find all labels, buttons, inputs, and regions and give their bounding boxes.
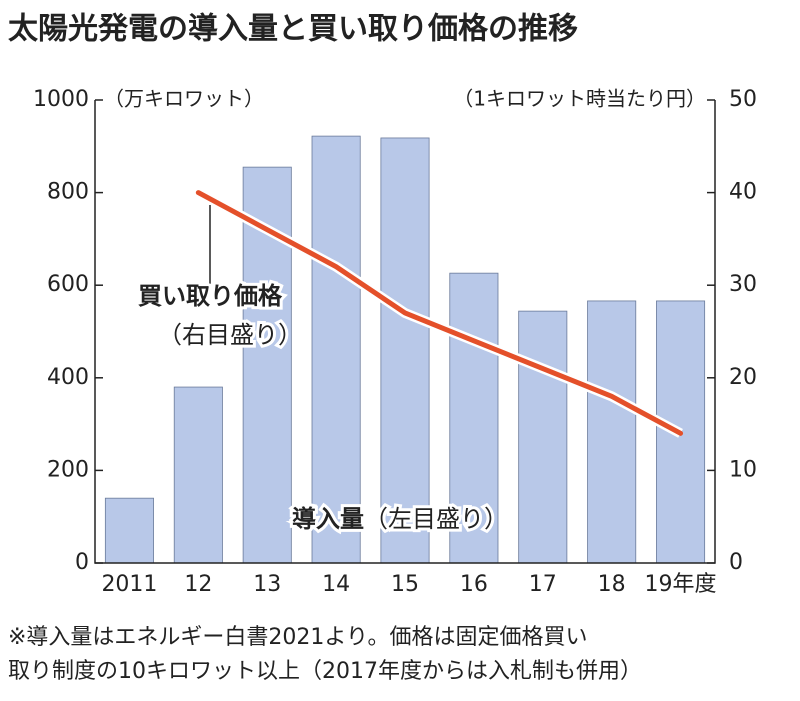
bar xyxy=(173,386,223,564)
x-tick-label: 14 xyxy=(322,572,350,597)
y-axis-label: （万キロワット） xyxy=(104,87,264,111)
chart-title: 太陽光発電の導入量と買い取り価格の推移 xyxy=(8,12,578,47)
bar xyxy=(311,135,361,564)
x-tick-label: 17 xyxy=(529,572,557,597)
y2-tick-label: 10 xyxy=(729,457,757,482)
bar xyxy=(449,272,499,564)
y-tick-label: 800 xyxy=(47,180,89,205)
x-tick-label: 18 xyxy=(598,572,626,597)
y-tick-label: 200 xyxy=(47,457,89,482)
bar-annotation: 導入量（左目盛り） xyxy=(292,505,508,533)
y2-tick-label: 30 xyxy=(729,272,757,297)
bar-annotation-sub: （左目盛り） xyxy=(364,505,508,533)
bar xyxy=(587,300,637,564)
bar xyxy=(518,310,568,564)
axis-frame xyxy=(94,100,716,564)
bar-annotation-name: 導入量 xyxy=(292,505,364,533)
y2-tick-label: 50 xyxy=(729,87,757,112)
x-tick-label: 13 xyxy=(253,572,281,597)
y2-tick-label: 20 xyxy=(729,365,757,390)
note: ※導入量はエネルギー白書2021より。価格は固定価格買い xyxy=(8,625,588,650)
y-tick-label: 0 xyxy=(75,550,89,575)
x-tick-label: 12 xyxy=(184,572,212,597)
line-annotation: 買い取り価格 xyxy=(138,282,283,310)
line xyxy=(195,190,684,436)
y2-tick-label: 40 xyxy=(729,180,757,205)
y2-axis-label: （1キロワット時当たり円） xyxy=(453,87,706,111)
note: 取り制度の10キロワット以上（2017年度からは入札制も併用） xyxy=(8,659,642,684)
x-tick-label: 16 xyxy=(460,572,488,597)
x-tick-label: 15 xyxy=(391,572,419,597)
bar xyxy=(380,137,430,564)
y-tick-label: 600 xyxy=(47,272,89,297)
line-annotation-sub: （右目盛り） xyxy=(158,321,302,349)
plot-area: 0 200 400 600 800 1000 0 10 20 30 40 50 2011 12 13 14 15… xyxy=(33,87,757,597)
y2-tick-label: 0 xyxy=(729,550,743,575)
y-tick-label: 1000 xyxy=(33,87,89,112)
x-tick-label: 19年度 xyxy=(645,572,717,597)
y-tick-label: 400 xyxy=(47,365,89,390)
x-tick-label: 2011 xyxy=(101,572,157,597)
bar xyxy=(104,497,154,564)
